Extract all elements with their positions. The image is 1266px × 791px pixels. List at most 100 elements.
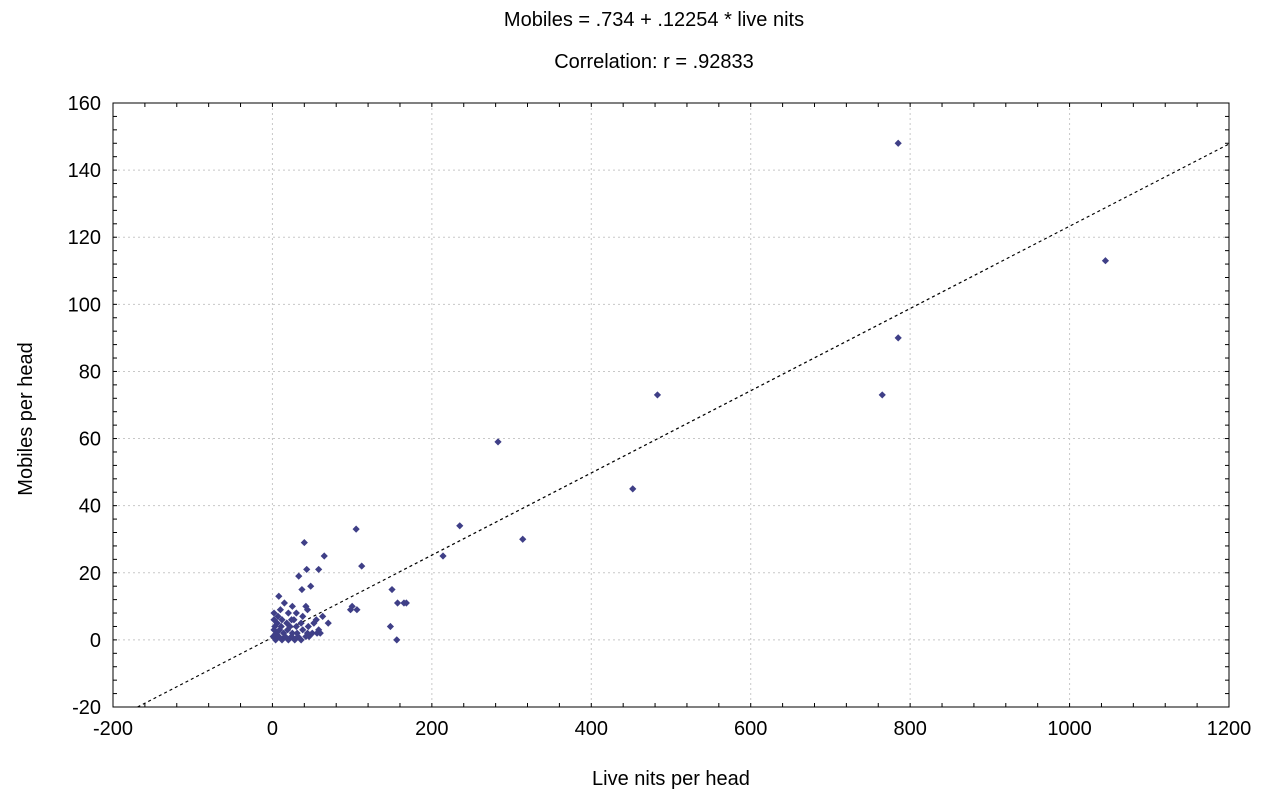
x-axis-label: Live nits per head [592,768,750,790]
data-point [346,606,355,614]
data-point [270,609,278,617]
data-point [294,632,302,641]
x-tick-label: 1200 [1207,718,1252,740]
plot-frame [112,102,1230,708]
y-tick-label: 140 [68,160,101,182]
data-point [291,636,299,644]
data-point [320,552,328,560]
data-point [297,619,305,627]
y-tick-label: 60 [79,429,101,451]
data-point [278,636,286,644]
data-point [305,632,313,641]
y-tick-label: 160 [68,93,101,115]
data-point [894,334,902,342]
data-point [280,599,288,607]
chart-subtitle: Correlation: r = .92833 [554,51,754,73]
x-tick-label: 200 [415,718,448,740]
data-point [519,535,527,543]
data-point [324,619,332,627]
data-point [494,438,502,446]
data-point [303,565,311,574]
data-point [304,622,312,631]
data-point [288,629,296,637]
data-point [352,525,360,533]
data-point [315,626,323,634]
data-point [310,619,318,627]
x-tick-label: -200 [93,718,133,740]
data-point [273,619,281,627]
x-tick-label: 0 [267,718,278,740]
x-tick-label: 400 [575,718,608,740]
data-point [878,391,886,399]
data-point [297,636,305,644]
y-tick-label: 20 [79,563,101,585]
x-tick-labels: -200 0 200 400 600 800 1000 1200 [93,718,1251,740]
data-point [299,612,307,620]
data-point [281,632,289,641]
y-tick-label: 40 [79,496,101,518]
data-point [358,562,366,570]
chart-title: Mobiles = .734 + .12254 * live nits [504,9,804,31]
data-point [290,616,298,624]
y-tick-label: 0 [90,630,101,652]
y-tick-label: 100 [68,294,101,316]
x-tick-label: 600 [734,718,767,740]
y-tick-labels: -20 0 20 40 60 80 100 120 140 160 [68,93,101,719]
data-point [315,565,323,574]
data-point [271,622,279,631]
data-point [393,599,402,607]
data-point [456,522,464,530]
data-point [653,391,662,399]
data-point [1101,257,1110,265]
x-tick-label: 1000 [1047,718,1092,740]
data-point [276,626,284,634]
data-point [276,606,284,614]
data-point [319,612,327,620]
data-point [307,582,315,590]
data-point [292,622,300,631]
data-point [300,538,308,547]
y-tick-label: 80 [79,361,101,383]
data-points [269,139,1110,644]
data-point [275,632,283,641]
data-point [284,609,292,617]
data-point [292,609,300,617]
data-point [270,626,278,634]
data-point [274,612,282,620]
data-point [277,622,285,631]
y-tick-label: -20 [72,697,101,719]
data-point [439,552,447,560]
data-point [270,616,278,624]
data-point [629,485,637,493]
data-point [275,592,283,600]
data-point [299,626,307,634]
data-point [348,602,356,610]
minor-ticks [112,102,1230,708]
data-point [269,632,277,641]
data-point [894,139,902,147]
data-point [302,602,310,610]
data-point [288,602,296,610]
data-point [279,629,288,637]
data-point [284,636,292,644]
data-point [316,629,324,637]
data-point [402,599,410,607]
data-point [287,632,296,641]
data-point [286,622,294,631]
y-tick-label: 120 [68,227,101,249]
data-point [278,616,286,624]
data-point [393,636,401,644]
data-point [283,619,291,627]
regression-line-group [137,143,1230,708]
regression-line [137,143,1230,708]
data-point [388,585,396,594]
data-point [353,606,361,614]
x-tick-label: 800 [893,718,926,740]
data-point [295,572,303,580]
data-point [386,622,395,631]
data-point [272,636,280,644]
data-point [303,606,312,614]
data-point [298,585,306,594]
y-axis-label: Mobiles per head [15,342,37,495]
